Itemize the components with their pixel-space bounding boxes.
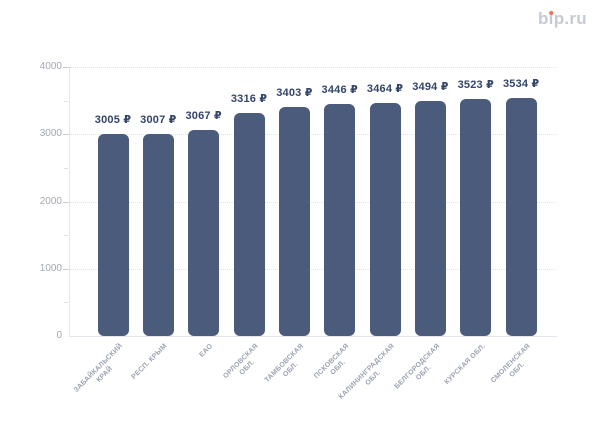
x-axis-category-text: КУРСКАЯ ОБЛ. bbox=[443, 342, 487, 386]
y-axis-tick-label: 3000 bbox=[39, 128, 62, 140]
bar-value-label: 3007 ₽ bbox=[140, 113, 177, 126]
y-gridline bbox=[70, 134, 556, 136]
x-axis-category-text: ОРЛОВСКАЯ ОБЛ. bbox=[222, 342, 260, 381]
y-tick-minor bbox=[64, 167, 68, 169]
bar-value-label: 3067 ₽ bbox=[185, 109, 222, 122]
logo-letter-i: ı bbox=[548, 9, 554, 28]
bar-value-label: 3403 ₽ bbox=[276, 87, 313, 100]
x-axis-category-text: ТАМБОВСКАЯ ОБЛ. bbox=[263, 342, 306, 385]
bar-value-label: 3534 ₽ bbox=[502, 78, 540, 91]
bar-value-label: 3523 ₽ bbox=[457, 79, 494, 92]
y-axis-tick-label: 1000 bbox=[39, 262, 62, 274]
y-tick-minor bbox=[64, 100, 68, 102]
y-tick-major bbox=[63, 201, 69, 203]
bar[interactable] bbox=[142, 133, 174, 336]
y-tick-major bbox=[63, 67, 69, 68]
bar-value-label: 3316 ₽ bbox=[230, 92, 268, 105]
logo-i-dot-icon bbox=[549, 11, 553, 15]
y-tick-major bbox=[63, 134, 69, 136]
bar[interactable] bbox=[97, 133, 129, 336]
y-tick-minor bbox=[64, 235, 68, 237]
x-axis-category-text: РЕСП. КРЫМ bbox=[130, 342, 170, 381]
logo-text-pru: p.ru bbox=[553, 9, 587, 28]
y-gridline bbox=[70, 268, 556, 270]
logo[interactable]: bı p.ru bbox=[538, 9, 587, 29]
bar[interactable] bbox=[505, 98, 537, 336]
bar[interactable] bbox=[414, 101, 446, 336]
y-gridline bbox=[70, 67, 556, 68]
x-axis-category-text: БЕЛГОРОДСКАЯ ОБЛ. bbox=[393, 342, 442, 391]
y-axis-tick-label: 4000 bbox=[39, 61, 62, 72]
y-tick-major bbox=[63, 268, 69, 270]
logo-text-b: b bbox=[537, 9, 549, 28]
bar[interactable] bbox=[324, 104, 356, 336]
bar-value-label: 3494 ₽ bbox=[412, 81, 449, 94]
x-axis-category-text: СМОЛЕНСКАЯ ОБЛ. bbox=[489, 342, 532, 385]
x-axis-category-text: ЕАО bbox=[198, 342, 215, 359]
bar-value-label: 3446 ₽ bbox=[321, 84, 358, 97]
bar[interactable] bbox=[369, 103, 401, 336]
bar[interactable] bbox=[278, 107, 310, 336]
x-axis-category-text: ЗАБАЙКАЛЬСКИЙ КРАЙ bbox=[72, 342, 124, 394]
y-gridline bbox=[70, 201, 556, 203]
y-axis-line bbox=[69, 67, 70, 336]
x-axis-line bbox=[69, 336, 557, 337]
bar[interactable] bbox=[460, 99, 492, 336]
y-axis-tick-label: 2000 bbox=[39, 195, 62, 207]
bar[interactable] bbox=[188, 129, 220, 336]
y-axis-tick-label: 0 bbox=[56, 330, 62, 341]
bar-value-label: 3005 ₽ bbox=[94, 113, 132, 126]
bar[interactable] bbox=[233, 112, 265, 336]
bar-value-label: 3464 ₽ bbox=[366, 83, 404, 96]
y-tick-minor bbox=[64, 302, 68, 304]
